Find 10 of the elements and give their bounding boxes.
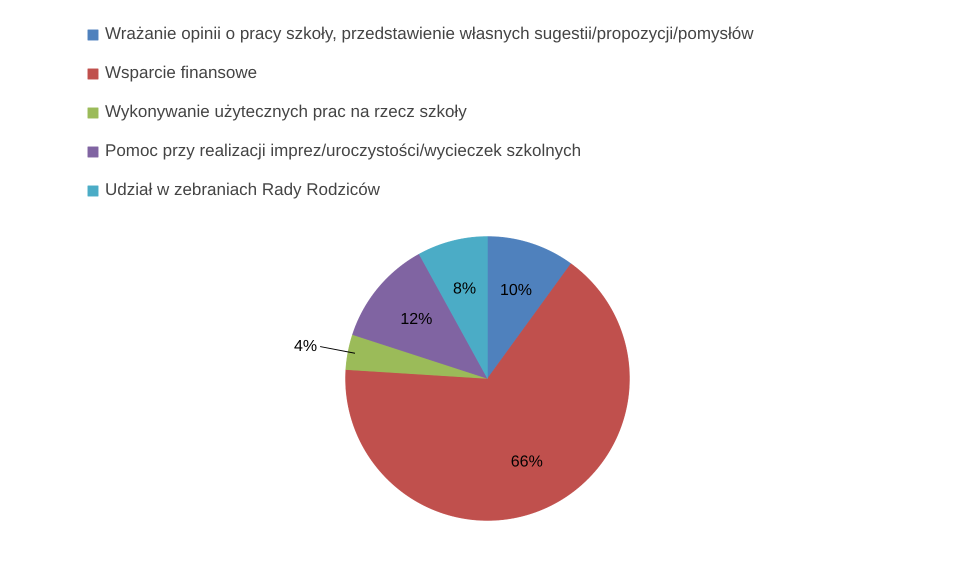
legend-label: Wykonywanie użytecznych prac na rzecz szkoły [105, 102, 467, 122]
data-label: 8% [452, 280, 476, 298]
data-label: 66% [510, 454, 543, 471]
legend-label: Wrażanie opinii o pracy szkoły, przedstawienie własnych sugestii/propozycji/pomysłów [105, 24, 754, 44]
legend-label: Udział w zebraniach Rady Rodziców [105, 180, 380, 200]
legend-label: Pomoc przy realizacji imprez/uroczystości/wycieczek szkolnych [105, 141, 582, 161]
data-label: 4% [294, 338, 318, 356]
data-label: 12% [400, 311, 432, 328]
data-label: 10% [500, 282, 532, 300]
legend-label: Wsparcie finansowe [105, 63, 258, 83]
